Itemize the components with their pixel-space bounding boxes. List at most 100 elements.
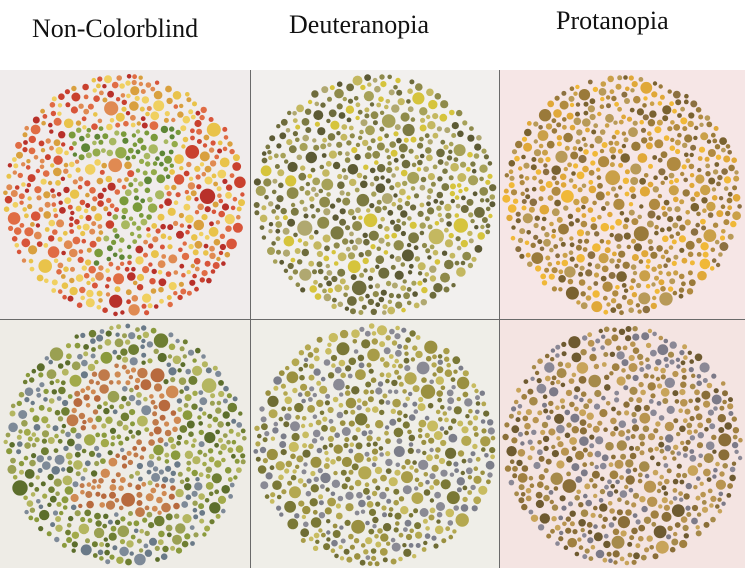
plate-dot [667,216,674,223]
plate-dot [436,502,445,511]
plate-dot [304,390,311,397]
plate-dot [297,478,304,484]
plate-nonblind-2 [0,320,250,568]
plate-dot [116,324,122,330]
plate-dot [372,456,378,462]
plate-dot [629,452,637,460]
plate-dot [614,459,624,469]
plate-dot [683,99,689,105]
plate-dot [537,524,545,531]
plate-dot [429,379,434,385]
plate-dot [95,271,104,281]
plate-dot [165,465,172,472]
plate-dot [79,214,84,220]
plate-dot [642,425,650,433]
plate-dot [80,476,86,481]
plate-dot [550,357,555,362]
plate-dot [517,237,524,243]
plate-dot [325,160,332,167]
plate-dot [556,141,562,147]
plate-dot [429,473,436,480]
plate-dot [654,230,659,236]
plate-dot [138,476,143,482]
plate-dot [109,118,115,123]
plate-dot [555,344,561,350]
plate-dot [62,505,68,510]
plate-dot [714,239,720,245]
plate-dot [217,169,227,179]
plate-dot [337,151,343,156]
plate-dot [606,103,611,109]
plate-dot [339,190,345,196]
plate-dot [38,207,44,212]
plate-dot [182,136,189,143]
plate-dot [179,346,185,352]
plate-dot [596,167,601,172]
plate-dot [180,288,187,295]
plate-dot [387,209,394,216]
plate-dot [129,551,134,556]
plate-dot [14,243,20,248]
plate-dot [113,311,118,317]
plate-dot [614,263,620,269]
plate-dot [276,195,284,203]
plate-dot [374,85,381,93]
plate-dot [625,459,634,468]
plate-dot [480,419,486,424]
plate-dot [76,302,83,308]
plate-dot [365,537,373,545]
plate-dot [300,528,310,538]
plate-dot [432,354,437,360]
plate-dot [601,265,609,273]
plate-dot [292,387,298,394]
plate-dot [330,120,340,130]
plate-dot [719,235,726,241]
plate-dot [102,84,107,89]
plate-dot [516,410,522,416]
plate-dot [176,230,184,239]
plate-dot [53,213,59,219]
plate-dot [522,415,529,422]
plate-dot [729,474,736,482]
plate-dot [590,544,596,550]
plate-dot [36,363,45,372]
plate-dot [414,486,419,491]
plate-dot [630,163,642,175]
plate-dot [679,539,688,549]
plate-dot [27,203,33,210]
plate-dot [540,226,546,231]
plate-dot [547,100,555,108]
plate-dot [383,347,391,355]
plate-dot [520,441,525,446]
plate-dot [475,456,481,462]
plate-dot [230,205,236,211]
plate-dot [411,492,424,504]
plate-dot [31,368,37,374]
plate-dot [695,107,702,113]
plate-dot [274,164,280,169]
plate-dot [445,212,452,219]
plate-dot [84,434,96,446]
plate-dot [690,144,697,151]
plate-dot [137,367,148,379]
plate-dot [551,208,560,217]
plate-dot [361,339,371,349]
plate-dot [257,433,262,439]
plate-dot [372,524,377,529]
plate-dot [269,499,275,504]
plate-dot [535,499,544,509]
plate-dot [131,295,139,302]
plate-dot [693,135,698,141]
plate-dot [716,210,724,218]
plate-dot [442,168,448,174]
plate-dot [694,405,700,411]
plate-dot [23,428,31,436]
plate-dot [575,218,580,223]
plate-dot [364,152,372,160]
plate-dot [132,239,138,245]
plate-dot [707,212,714,218]
plate-dot [217,148,223,154]
plate-dot [605,441,614,451]
plate-dot [338,544,343,550]
plate-dot [599,488,606,495]
